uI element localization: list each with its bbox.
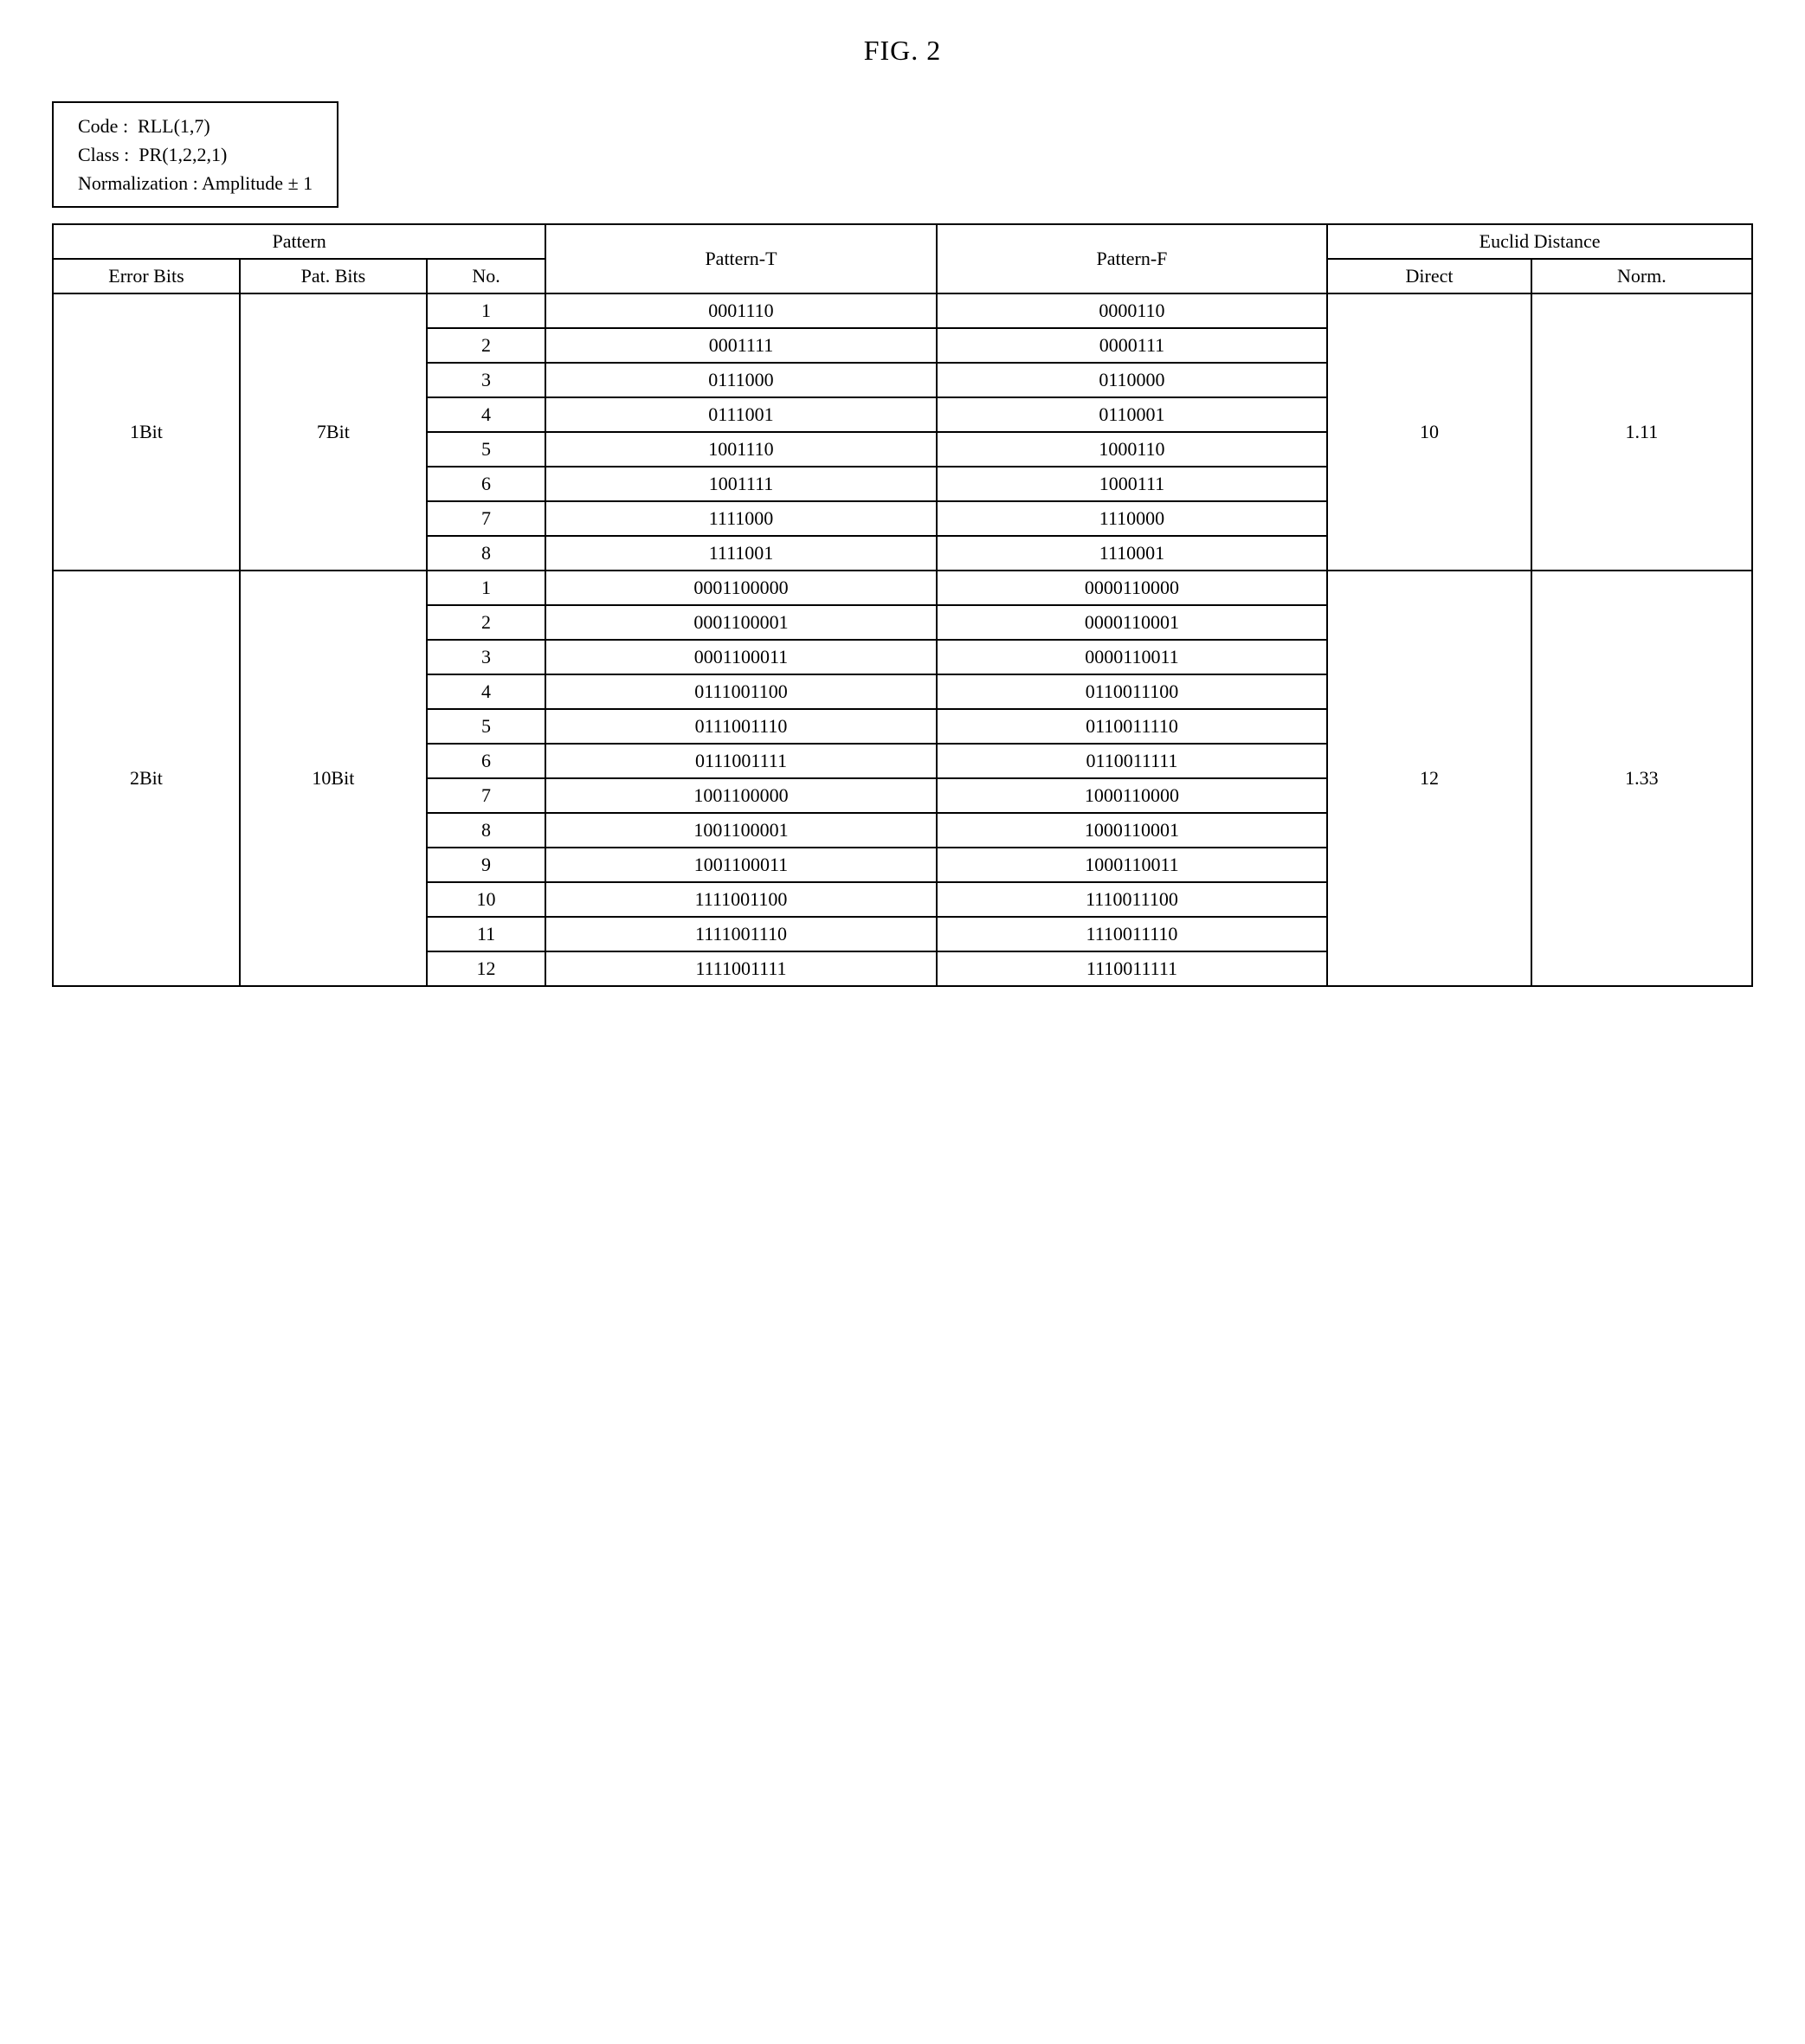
cell-no: 4 [427,674,545,709]
header-pattern-f: Pattern-F [937,224,1327,293]
cell-pattern-t: 0001100001 [545,605,936,640]
cell-pattern-f: 0110011110 [937,709,1327,744]
cell-pattern-f: 1110001 [937,536,1327,571]
cell-direct: 10 [1327,293,1531,571]
cell-pattern-t: 1001100001 [545,813,936,848]
cell-norm: 1.11 [1531,293,1752,571]
cell-pattern-t: 1001110 [545,432,936,467]
cell-pat-bits: 7Bit [240,293,427,571]
cell-no: 9 [427,848,545,882]
cell-pattern-f: 0110011111 [937,744,1327,778]
cell-no: 5 [427,709,545,744]
header-pat-bits: Pat. Bits [240,259,427,293]
header-euclid-group: Euclid Distance [1327,224,1752,259]
cell-no: 2 [427,328,545,363]
cell-pattern-f: 0110000 [937,363,1327,397]
header-error-bits: Error Bits [53,259,240,293]
figure-title: FIG. 2 [52,35,1753,67]
cell-pattern-f: 1000111 [937,467,1327,501]
cell-no: 4 [427,397,545,432]
cell-pattern-t: 1001100000 [545,778,936,813]
cell-pattern-t: 0001100000 [545,571,936,605]
cell-no: 8 [427,536,545,571]
cell-pattern-t: 1111001110 [545,917,936,951]
cell-pattern-f: 0000110011 [937,640,1327,674]
cell-pattern-t: 0111001 [545,397,936,432]
cell-pattern-t: 0001110 [545,293,936,328]
header-pattern-t: Pattern-T [545,224,936,293]
cell-no: 7 [427,501,545,536]
header-norm: Norm. [1531,259,1752,293]
cell-pattern-f: 1110000 [937,501,1327,536]
cell-pattern-t: 0111001111 [545,744,936,778]
header-direct: Direct [1327,259,1531,293]
table-head: Pattern Pattern-T Pattern-F Euclid Dista… [53,224,1752,293]
cell-pat-bits: 10Bit [240,571,427,986]
cell-pattern-t: 0001100011 [545,640,936,674]
cell-pattern-t: 1111001 [545,536,936,571]
cell-pattern-f: 0000110 [937,293,1327,328]
cell-pattern-t: 0111000 [545,363,936,397]
cell-pattern-f: 1110011111 [937,951,1327,986]
cell-pattern-f: 1000110011 [937,848,1327,882]
meta-class: Class : PR(1,2,2,1) [78,140,313,169]
cell-no: 7 [427,778,545,813]
cell-pattern-f: 1110011110 [937,917,1327,951]
cell-pattern-t: 1111000 [545,501,936,536]
cell-no: 11 [427,917,545,951]
meta-code: Code : RLL(1,7) [78,112,313,140]
cell-no: 1 [427,571,545,605]
cell-pattern-t: 1111001100 [545,882,936,917]
meta-norm: Normalization : Amplitude ± 1 [78,169,313,197]
cell-pattern-f: 0110001 [937,397,1327,432]
cell-pattern-t: 0111001100 [545,674,936,709]
cell-pattern-t: 0001111 [545,328,936,363]
meta-box: Code : RLL(1,7) Class : PR(1,2,2,1) Norm… [52,101,338,208]
table-row: 2Bit10Bit100011000000000110000121.33 [53,571,1752,605]
cell-pattern-f: 0000110000 [937,571,1327,605]
cell-no: 8 [427,813,545,848]
cell-no: 10 [427,882,545,917]
cell-pattern-t: 1111001111 [545,951,936,986]
cell-no: 5 [427,432,545,467]
cell-pattern-t: 0111001110 [545,709,936,744]
cell-pattern-f: 1000110000 [937,778,1327,813]
cell-pattern-f: 0000111 [937,328,1327,363]
cell-pattern-f: 0000110001 [937,605,1327,640]
cell-no: 3 [427,640,545,674]
pattern-table: Pattern Pattern-T Pattern-F Euclid Dista… [52,223,1753,987]
cell-pattern-t: 1001100011 [545,848,936,882]
cell-norm: 1.33 [1531,571,1752,986]
cell-no: 3 [427,363,545,397]
cell-no: 6 [427,744,545,778]
cell-no: 2 [427,605,545,640]
cell-pattern-f: 1000110 [937,432,1327,467]
cell-pattern-f: 1110011100 [937,882,1327,917]
header-pattern-group: Pattern [53,224,545,259]
cell-pattern-f: 1000110001 [937,813,1327,848]
cell-error-bits: 1Bit [53,293,240,571]
cell-pattern-f: 0110011100 [937,674,1327,709]
cell-pattern-t: 1001111 [545,467,936,501]
cell-no: 6 [427,467,545,501]
cell-error-bits: 2Bit [53,571,240,986]
table-row: 1Bit7Bit100011100000110101.11 [53,293,1752,328]
cell-no: 1 [427,293,545,328]
cell-no: 12 [427,951,545,986]
table-body: 1Bit7Bit100011100000110101.1120001111000… [53,293,1752,986]
header-no: No. [427,259,545,293]
cell-direct: 12 [1327,571,1531,986]
